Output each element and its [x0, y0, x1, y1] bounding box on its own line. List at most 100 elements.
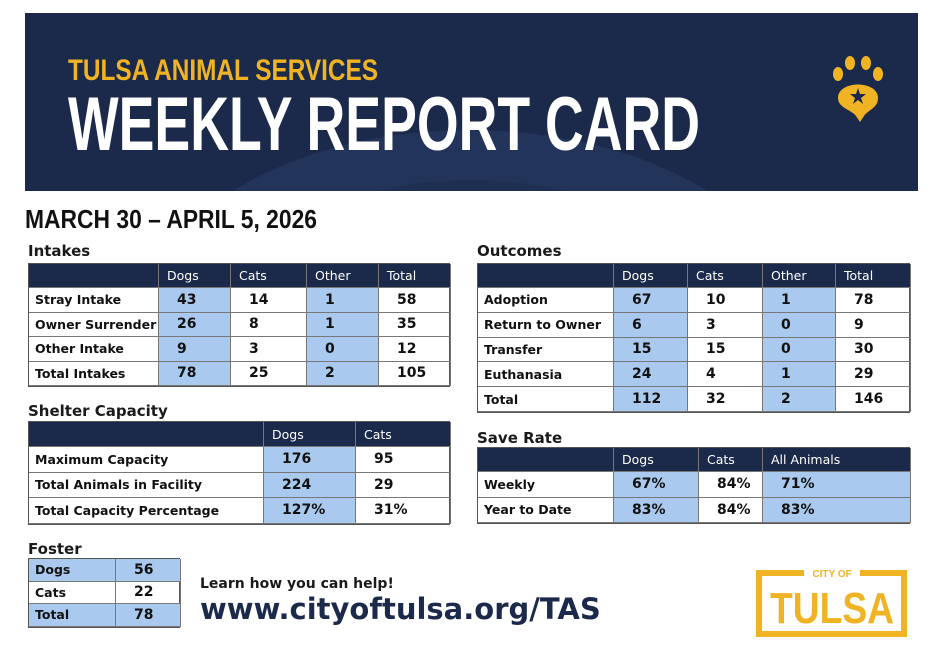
value-cell: 0 [307, 337, 379, 362]
org-name: TULSA ANIMAL SERVICES [68, 54, 378, 87]
report-title: WEEKLY REPORT CARD [68, 82, 700, 167]
value-cell: 25 [231, 361, 307, 386]
value-cell: 30 [836, 337, 911, 363]
value-cell: 105 [379, 361, 451, 386]
value-cell: 83% [614, 497, 699, 523]
column-header: All Animals [763, 448, 911, 472]
value-cell: 127% [264, 498, 356, 524]
value-cell: 0 [763, 312, 836, 338]
value-cell: 3 [231, 337, 307, 362]
section-title: Foster [28, 540, 82, 558]
value-cell: 35 [379, 312, 451, 337]
column-header: Dogs [264, 422, 356, 447]
value-cell: 1 [307, 312, 379, 337]
value-cell: 32 [688, 387, 763, 412]
table: Dogs Cats Other Total Adoption 67 10 1 78 Return … [477, 263, 911, 413]
row-label: Total [478, 387, 614, 412]
footer-url[interactable]: www.cityoftulsa.org/TAS [200, 592, 601, 626]
value-cell: 8 [231, 312, 307, 337]
logo-top: CITY OF [812, 569, 851, 580]
value-cell: 2 [763, 387, 836, 412]
footer-prompt: Learn how you can help! [200, 576, 394, 592]
value-cell: 9 [836, 312, 911, 338]
value-cell: 1 [763, 288, 836, 313]
value-cell: 146 [836, 387, 911, 412]
row-label: Euthanasia [478, 362, 614, 388]
row-label: Weekly [478, 472, 614, 498]
value-cell: 14 [231, 288, 307, 313]
row-label: Stray Intake [29, 288, 159, 313]
column-header: Other [763, 264, 836, 288]
column-header: Total [836, 264, 911, 288]
row-label: Owner Surrender [29, 312, 159, 337]
value-cell: 12 [379, 337, 451, 362]
value-cell: 1 [307, 288, 379, 313]
row-label: Other Intake [29, 337, 159, 362]
section-title: Outcomes [477, 242, 562, 260]
city-logo: CITY OF TULSA [756, 567, 907, 637]
value-cell: 71% [763, 472, 911, 498]
row-label: Adoption [478, 288, 614, 313]
value-cell: 1 [763, 362, 836, 388]
value-cell: 29 [836, 362, 911, 388]
column-header: Other [307, 264, 379, 288]
section-title: Save Rate [477, 429, 563, 447]
value-cell: 29 [356, 472, 451, 498]
logo-main: TULSA [770, 584, 894, 633]
table: Dogs Cats All Animals Weekly 67% 84% 71% Year t… [477, 447, 911, 524]
column-header: Dogs [614, 264, 688, 288]
section-title: Shelter Capacity [28, 402, 168, 420]
row-label: Total Intakes [29, 361, 159, 386]
header: TULSA ANIMAL SERVICES WEEKLY REPORT CARD… [25, 13, 918, 234]
column-header: Total [379, 264, 451, 288]
row-label: Total [29, 604, 116, 627]
header-cell [29, 264, 159, 288]
value-cell: 26 [159, 312, 231, 337]
column-header: Dogs [614, 448, 699, 472]
value-cell: 58 [379, 288, 451, 313]
section-title: Intakes [28, 242, 91, 260]
column-header: Cats [231, 264, 307, 288]
column-header: Dogs [159, 264, 231, 288]
column-header: Cats [688, 264, 763, 288]
value-cell: 3 [688, 312, 763, 338]
logo-gap [804, 567, 860, 579]
row-label: Year to Date [478, 497, 614, 523]
value-cell: 43 [159, 288, 231, 313]
value-cell: 83% [763, 497, 911, 523]
table: Dogs 56 Cats 22 Total 78 [28, 558, 181, 628]
header-cell [478, 264, 614, 288]
value-cell: 15 [614, 337, 688, 363]
date-range: MARCH 30 – APRIL 5, 2026 [25, 204, 317, 234]
row-label: Maximum Capacity [29, 447, 264, 473]
value-cell: 67% [614, 472, 699, 498]
value-cell: 56 [116, 559, 181, 582]
value-cell: 6 [614, 312, 688, 338]
value-cell: 0 [763, 337, 836, 363]
column-header: Cats [699, 448, 763, 472]
value-cell: 10 [688, 288, 763, 313]
column-header: Cats [356, 422, 451, 447]
value-cell: 4 [688, 362, 763, 388]
banner-shapes [232, 130, 708, 191]
value-cell: 112 [614, 387, 688, 412]
table: Dogs Cats Other Total Stray Intake 43 14 1 58 Own… [28, 263, 451, 387]
value-cell: 24 [614, 362, 688, 388]
paw-icon [833, 56, 883, 122]
value-cell: 31% [356, 498, 451, 524]
value-cell: 84% [699, 497, 763, 523]
value-cell: 78 [836, 288, 911, 313]
value-cell: 9 [159, 337, 231, 362]
value-cell: 224 [264, 472, 356, 498]
row-label: Cats [29, 581, 116, 604]
row-label: Total Capacity Percentage [29, 498, 264, 524]
row-label: Transfer [478, 337, 614, 363]
value-cell: 95 [356, 447, 451, 473]
table: Dogs Cats Maximum Capacity 176 95 Total Anima… [28, 421, 451, 525]
value-cell: 78 [116, 604, 181, 627]
value-cell: 78 [159, 361, 231, 386]
value-cell: 22 [116, 581, 181, 604]
header-cell [29, 422, 264, 447]
value-cell: 67 [614, 288, 688, 313]
